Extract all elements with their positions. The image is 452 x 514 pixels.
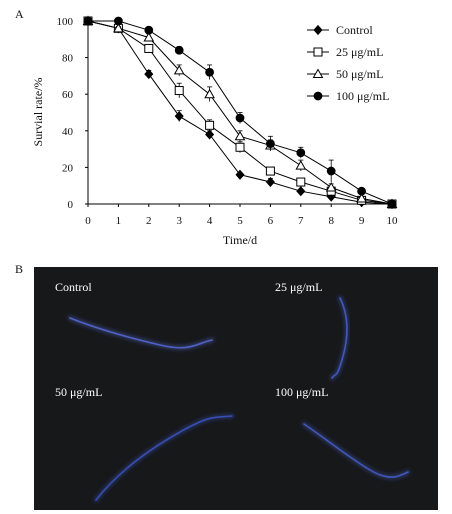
legend-label: 100 μg/mL: [336, 89, 389, 103]
data-point: [174, 86, 184, 96]
legend-item-control: Control: [307, 23, 373, 37]
data-point: [325, 182, 337, 192]
data-point: [173, 64, 185, 75]
micrograph-label-50: 50 μg/mL: [55, 385, 102, 399]
y-tick-labels: 0 20 40 60 80 100: [57, 16, 74, 211]
y-axis-title: Survial rate/%: [31, 78, 45, 147]
data-point: [174, 45, 184, 55]
legend-item-50-ug-ml: 50 μg/mL: [307, 67, 383, 81]
legend-item-100-ug-ml: 100 μg/mL: [307, 89, 389, 103]
data-point: [144, 68, 154, 80]
y-tick-label: 40: [62, 126, 74, 138]
data-point: [296, 148, 306, 158]
data-point: [265, 166, 275, 176]
legend-marker: [312, 68, 324, 78]
worm-100: [303, 423, 409, 478]
worm-50: [95, 415, 233, 501]
x-tick-label: 1: [116, 215, 122, 227]
data-point: [143, 31, 155, 42]
x-tick-label: 5: [237, 215, 243, 227]
x-tick-label: 10: [387, 215, 399, 227]
series-100-ug-ml: [83, 16, 397, 209]
legend-marker: [313, 47, 323, 57]
x-tick-label: 7: [298, 215, 304, 227]
y-tick-label: 80: [62, 53, 74, 65]
x-axis-title: Time/d: [223, 233, 257, 247]
data-point: [204, 88, 215, 99]
y-tick-label: 100: [57, 16, 74, 28]
data-point: [357, 186, 367, 196]
panel-b-label: B: [15, 262, 23, 276]
data-point: [205, 120, 215, 130]
data-point: [205, 129, 215, 140]
series-50-ug-ml: [82, 15, 398, 208]
data-point: [83, 16, 93, 26]
data-point: [326, 166, 336, 176]
data-point: [296, 186, 306, 197]
data-point: [235, 113, 245, 123]
x-tick-label: 9: [359, 215, 365, 227]
legend-label: 25 μg/mL: [336, 45, 383, 59]
data-point: [235, 142, 245, 152]
series-layer: [82, 15, 398, 210]
micrograph-label-100: 100 μg/mL: [275, 385, 328, 399]
data-point: [387, 199, 397, 209]
legend-marker: [313, 91, 323, 101]
x-tick-labels: 0 1 2 3 4 5 6 7 8 9 10: [85, 215, 398, 227]
panel-a-label: A: [15, 7, 24, 21]
legend-label: Control: [336, 23, 373, 37]
data-point: [265, 139, 275, 149]
worm-25: [331, 297, 348, 379]
y-tick-label: 20: [62, 162, 74, 174]
x-tick-label: 2: [146, 215, 152, 227]
x-tick-label: 3: [176, 215, 182, 227]
x-tick-label: 0: [85, 215, 91, 227]
legend-label: 50 μg/mL: [336, 67, 383, 81]
data-point: [295, 160, 307, 170]
data-point: [235, 169, 245, 180]
data-point: [234, 130, 246, 141]
y-tick-label: 60: [62, 89, 74, 101]
data-point: [174, 111, 184, 122]
y-tick-label: 0: [68, 199, 74, 211]
legend-item-25-ug-ml: 25 μg/mL: [307, 45, 383, 59]
x-tick-label: 4: [207, 215, 213, 227]
data-point: [113, 22, 124, 33]
x-tick-label: 6: [268, 215, 274, 227]
micrograph-worms: [67, 295, 411, 503]
data-point: [144, 25, 154, 35]
data-point: [205, 67, 215, 77]
micrograph-label-25: 25 μg/mL: [275, 280, 322, 294]
x-tick-label: 8: [328, 215, 334, 227]
data-point: [144, 43, 154, 53]
survival-chart: 0 1 2 3 4 5 6 7 8 9 10 0 20 40 60 80 100 Time/d Survial…: [31, 15, 398, 247]
micrograph-panel: Control 25 μg/mL 50 μg/mL 100 μg/mL: [34, 267, 438, 510]
micrograph-label-control: Control: [55, 280, 92, 294]
legend-marker: [313, 24, 323, 36]
data-point: [114, 16, 123, 26]
worm-control: [69, 317, 213, 349]
data-point: [356, 192, 367, 203]
data-point: [265, 176, 275, 188]
data-point: [296, 177, 306, 187]
chart-legend: Control 25 μg/mL 50 μg/mL 100 μg/mL: [307, 23, 389, 103]
